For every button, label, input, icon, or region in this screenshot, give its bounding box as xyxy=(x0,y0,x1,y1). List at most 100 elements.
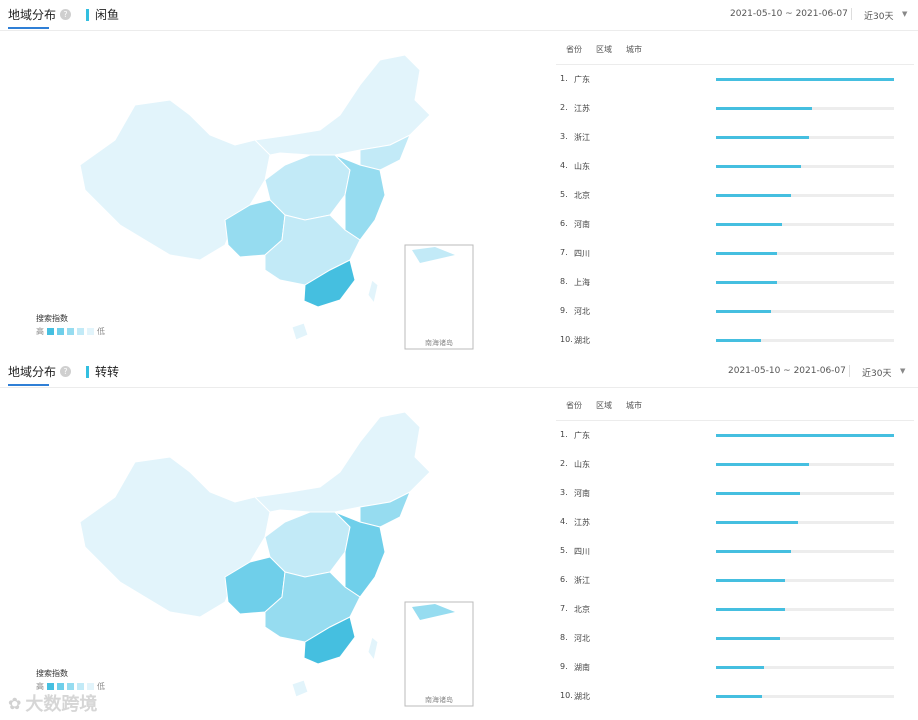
map-region-taiwan[interactable] xyxy=(367,636,379,662)
rank-province-name: 湖南 xyxy=(574,663,590,672)
ranking-row[interactable]: 3. 浙江 xyxy=(556,128,914,146)
ranking-row[interactable]: 8. 河北 xyxy=(556,629,914,647)
legend-swatch xyxy=(87,328,94,335)
map-region-south[interactable] xyxy=(264,214,361,286)
source-label: 闲鱼 xyxy=(95,8,120,22)
rank-bar-track xyxy=(716,339,894,342)
rank-bar-track xyxy=(716,492,894,495)
rank-bar-fill xyxy=(716,194,791,197)
inset-label: 南海诸岛 xyxy=(425,695,453,704)
map-region-west[interactable] xyxy=(79,456,271,618)
legend-swatch xyxy=(67,328,74,335)
ranking-row[interactable]: 7. 北京 xyxy=(556,600,914,618)
map-region-north[interactable] xyxy=(253,54,431,156)
rank-number: 3. xyxy=(560,132,568,141)
rank-province-name: 河南 xyxy=(574,220,590,229)
ranking-row[interactable]: 8. 上海 xyxy=(556,273,914,291)
rank-bar-fill xyxy=(716,695,763,698)
period-select[interactable]: 近30天 xyxy=(864,12,894,22)
map-region-taiwan[interactable] xyxy=(367,279,379,305)
ranking-row[interactable]: 1. 广东 xyxy=(556,426,914,444)
rank-divider xyxy=(556,64,914,65)
map-region-east[interactable] xyxy=(334,511,386,598)
rank-bar-fill xyxy=(716,339,761,342)
ranking-row[interactable]: 4. 江苏 xyxy=(556,513,914,531)
date-range: 2021-05-10 ~ 2021-06-07 xyxy=(730,9,848,19)
ranking-row[interactable]: 5. 四川 xyxy=(556,542,914,560)
source-tab-zhuanzhuan[interactable]: 转转 xyxy=(86,363,119,380)
rank-bar-fill xyxy=(716,608,786,611)
help-icon[interactable]: ? xyxy=(60,366,72,377)
rank-number: 9. xyxy=(560,662,568,671)
rank-bar-fill xyxy=(716,136,809,139)
rank-number: 4. xyxy=(560,161,568,170)
rank-province-name: 北京 xyxy=(574,605,590,614)
china-map: 南海诸岛 xyxy=(60,45,480,355)
legend-swatch xyxy=(87,683,94,690)
rank-number: 5. xyxy=(560,190,568,199)
chevron-down-icon[interactable]: ▼ xyxy=(900,367,906,375)
panel-header: 地域分布 ? 闲鱼 2021-05-10 ~ 2021-06-07 近30天 ▼ xyxy=(0,0,918,31)
rank-bar-track xyxy=(716,550,894,553)
tab-province[interactable]: 省份 xyxy=(566,401,582,410)
chevron-down-icon[interactable]: ▼ xyxy=(902,10,908,18)
tab-region-distribution[interactable]: 地域分布 ? xyxy=(8,363,72,380)
ranking-row[interactable]: 6. 浙江 xyxy=(556,571,914,589)
rank-bar-fill xyxy=(716,492,800,495)
ranking-row[interactable]: 9. 湖南 xyxy=(556,658,914,676)
rank-number: 1. xyxy=(560,74,568,83)
rank-bar-fill xyxy=(716,463,809,466)
help-icon[interactable]: ? xyxy=(60,9,72,20)
ranking-row[interactable]: 5. 北京 xyxy=(556,186,914,204)
rank-bar-track xyxy=(716,310,894,313)
map-region-guangdong[interactable] xyxy=(303,259,356,308)
rank-bar-track xyxy=(716,107,894,110)
active-tab-indicator xyxy=(8,27,49,29)
rank-bar-track xyxy=(716,252,894,255)
ranking-row[interactable]: 10. 湖北 xyxy=(556,687,914,705)
rank-province-name: 江苏 xyxy=(574,104,590,113)
ranking-row[interactable]: 6. 河南 xyxy=(556,215,914,233)
rank-bar-track xyxy=(716,281,894,284)
legend-scale: 高 低 xyxy=(36,326,105,337)
ranking-row[interactable]: 9. 河北 xyxy=(556,302,914,320)
ranking-row[interactable]: 2. 山东 xyxy=(556,455,914,473)
tab-city[interactable]: 城市 xyxy=(626,45,642,54)
rank-bar-fill xyxy=(716,107,813,110)
ranking-row[interactable]: 10. 湖北 xyxy=(556,331,914,349)
rank-bar-track xyxy=(716,194,894,197)
rank-province-name: 河南 xyxy=(574,489,590,498)
rank-number: 3. xyxy=(560,488,568,497)
legend-swatch xyxy=(47,683,54,690)
ranking-row[interactable]: 1. 广东 xyxy=(556,70,914,88)
map-region-east[interactable] xyxy=(334,154,386,241)
ranking-row[interactable]: 4. 山东 xyxy=(556,157,914,175)
map-region-guangdong[interactable] xyxy=(303,616,356,665)
ranking-row[interactable]: 3. 河南 xyxy=(556,484,914,502)
tab-area[interactable]: 区域 xyxy=(596,45,612,54)
period-select[interactable]: 近30天 xyxy=(862,369,892,379)
map-region-south[interactable] xyxy=(264,571,361,643)
map-region-west[interactable] xyxy=(79,99,271,261)
map-region-hainan[interactable] xyxy=(291,679,309,698)
tab-city[interactable]: 城市 xyxy=(626,401,642,410)
ranking-row[interactable]: 7. 四川 xyxy=(556,244,914,262)
map-region-hainan[interactable] xyxy=(291,322,309,341)
tab-province[interactable]: 省份 xyxy=(566,45,582,54)
rank-number: 6. xyxy=(560,575,568,584)
tab-area[interactable]: 区域 xyxy=(596,401,612,410)
rank-bar-track xyxy=(716,666,894,669)
legend-title: 搜索指数 xyxy=(36,314,68,323)
rank-number: 4. xyxy=(560,517,568,526)
tab-region-distribution[interactable]: 地域分布 ? xyxy=(8,6,72,23)
legend-title: 搜索指数 xyxy=(36,669,68,678)
rank-province-name: 上海 xyxy=(574,278,590,287)
source-label: 转转 xyxy=(95,365,120,379)
south-china-sea-inset xyxy=(404,244,474,350)
rank-divider xyxy=(556,420,914,421)
source-tab-xianyu[interactable]: 闲鱼 xyxy=(86,6,119,23)
ranking-row[interactable]: 2. 江苏 xyxy=(556,99,914,117)
rank-province-name: 湖北 xyxy=(574,692,590,701)
map-region-north[interactable] xyxy=(253,411,431,513)
legend-swatch xyxy=(77,328,84,335)
